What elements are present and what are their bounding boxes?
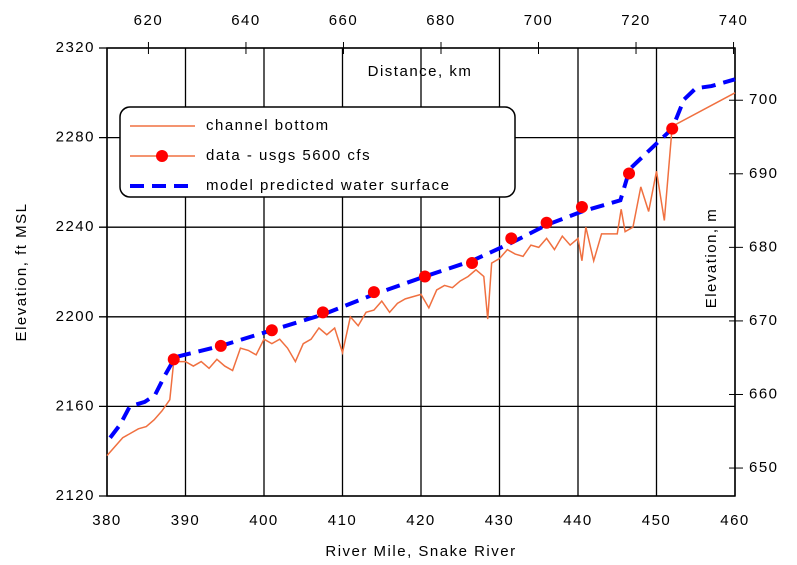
data-point	[367, 286, 380, 299]
x-tick-label: 390	[171, 512, 201, 529]
x2-tick-label: 620	[134, 12, 164, 29]
x2-tick-label: 720	[621, 12, 651, 29]
y-tick-label: 2280	[56, 129, 95, 146]
legend-box	[119, 106, 516, 198]
y2-tick-label: 690	[749, 165, 779, 182]
x-tick-label: 400	[249, 512, 279, 529]
data-point	[575, 201, 588, 214]
y2-tick-label: 700	[749, 91, 779, 108]
series-line	[108, 77, 736, 439]
data-point	[540, 216, 553, 229]
y-tick-label: 2120	[56, 487, 95, 504]
y2-tick-label: 650	[749, 459, 779, 476]
y-tick-label: 2320	[56, 39, 95, 56]
x-tick-label: 450	[642, 512, 672, 529]
y-axis-label: Elevation, ft MSL	[13, 203, 30, 342]
data-point	[214, 339, 227, 352]
x-tick-label: 430	[485, 512, 515, 529]
x2-tick-label: 700	[524, 12, 554, 29]
x2-tick-label: 640	[231, 12, 261, 29]
y2-tick-label: 680	[749, 238, 779, 255]
x-tick-label: 420	[406, 512, 436, 529]
data-point	[466, 257, 479, 270]
x-tick-label: 380	[92, 512, 122, 529]
y2-tick-label: 660	[749, 385, 779, 402]
data-point	[505, 232, 518, 245]
data-point	[167, 353, 180, 366]
y-tick-label: 2200	[56, 308, 95, 325]
x-axis-label: River Mile, Snake River	[325, 543, 516, 560]
data-point	[265, 324, 278, 337]
x2-tick-label: 740	[719, 12, 749, 29]
y2-tick-label: 670	[749, 312, 779, 329]
y-tick-label: 2240	[56, 218, 95, 235]
legend-label: data - usgs 5600 cfs	[206, 147, 371, 164]
x-tick-label: 460	[720, 512, 750, 529]
y-tick-label: 2160	[56, 397, 95, 414]
x-tick-label: 440	[563, 512, 593, 529]
series-line	[106, 92, 736, 457]
x2-tick-label: 660	[329, 12, 359, 29]
chart-title: Distance, km	[368, 63, 473, 80]
x2-tick-label: 680	[426, 12, 456, 29]
legend-label: channel bottom	[206, 117, 330, 134]
y2-axis-label: Elevation, m	[703, 208, 720, 309]
data-point	[418, 270, 431, 283]
data-point	[316, 306, 329, 319]
x-tick-label: 410	[328, 512, 358, 529]
data-point	[666, 122, 679, 135]
legend-marker	[156, 150, 168, 162]
legend-label: model predicted water surface	[206, 177, 450, 194]
data-point	[623, 167, 636, 180]
